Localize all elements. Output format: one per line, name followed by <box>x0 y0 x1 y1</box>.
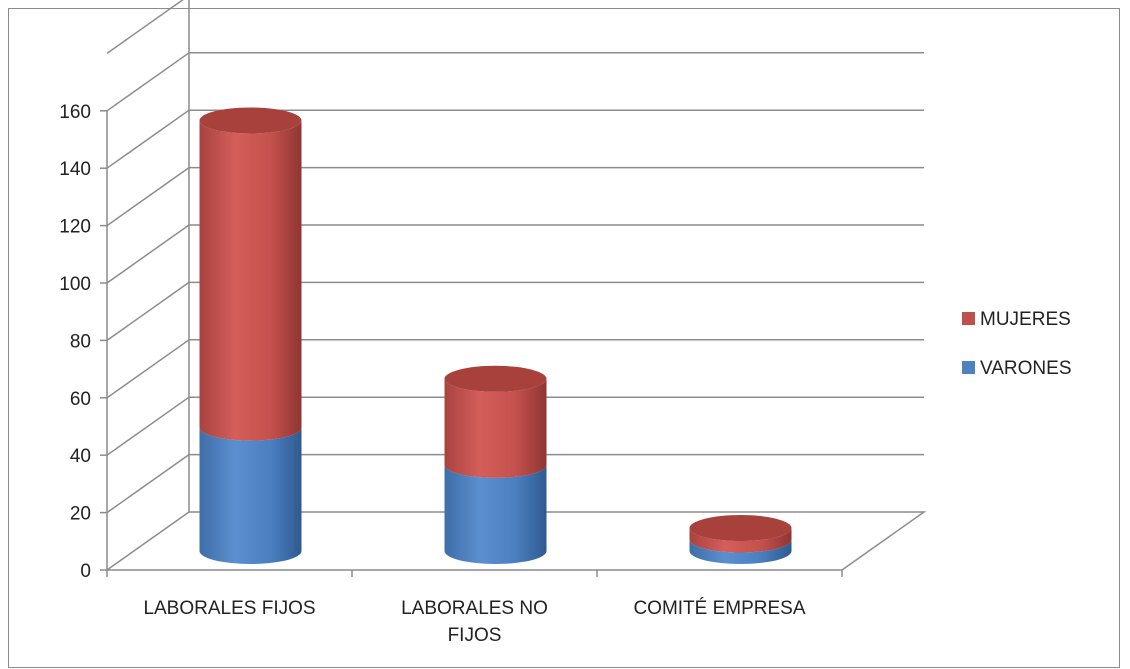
gridline-diagonal <box>106 0 184 55</box>
gridline-diagonal <box>106 281 190 342</box>
bar-varones <box>444 464 547 564</box>
y-tick-label: 60 <box>70 389 91 410</box>
bars <box>199 107 792 564</box>
gridline-diagonal <box>106 224 190 284</box>
bar-top-mujeres <box>444 365 547 392</box>
gridline-diagonal <box>106 339 190 399</box>
axis-labels: 0 20 40 60 80 100 120 140 160 LABORALES FIJOS LABO… <box>59 102 806 646</box>
y-tick-label: 20 <box>70 504 91 525</box>
x-category-label: LABORALES NO <box>401 598 548 619</box>
bar-top-mujeres <box>199 107 302 134</box>
x-category-label: COMITÉ EMPRESA <box>633 598 805 619</box>
legend-swatch <box>962 312 975 325</box>
gridline-diagonal <box>106 396 190 456</box>
y-tick-label: 40 <box>70 446 91 467</box>
y-tick-label: 80 <box>70 331 91 352</box>
chart-frame <box>8 8 1120 668</box>
bar-varones <box>199 427 302 564</box>
gridline-diagonal <box>106 109 190 169</box>
bar-top-mujeres <box>689 515 792 542</box>
gridline-diagonal <box>106 453 190 514</box>
axes <box>100 110 843 577</box>
x-category-label: FIJOS <box>448 625 502 646</box>
y-tick-label: 0 <box>80 561 91 582</box>
bar-mujeres <box>199 120 302 441</box>
y-tick-label: 160 <box>59 102 91 123</box>
legend: MUJERES VARONES <box>962 309 1072 379</box>
y-tick-label: 100 <box>59 274 91 295</box>
bar-mujeres <box>689 528 792 553</box>
legend-swatch <box>962 361 975 374</box>
x-category-label: LABORALES FIJOS <box>143 598 315 619</box>
legend-label: VARONES <box>980 358 1072 379</box>
gridline-diagonal <box>106 52 190 112</box>
y-tick-label: 120 <box>59 217 91 238</box>
bar-varones <box>689 539 792 564</box>
legend-label: MUJERES <box>980 309 1071 330</box>
y-tick-label: 140 <box>59 159 91 180</box>
gridline-diagonal <box>106 166 190 227</box>
bar-mujeres <box>444 378 547 478</box>
